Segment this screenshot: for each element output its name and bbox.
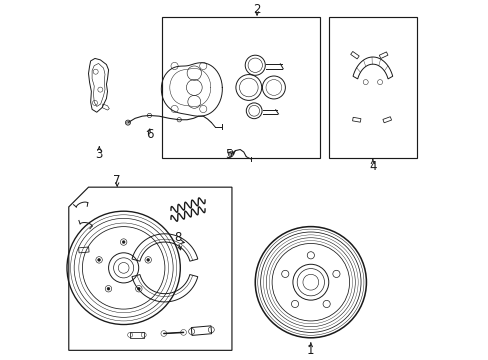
Circle shape — [146, 258, 149, 261]
Bar — [328, 17, 416, 158]
Text: 8: 8 — [174, 231, 182, 244]
Text: 1: 1 — [306, 344, 314, 357]
Bar — [162, 17, 319, 158]
Text: 3: 3 — [95, 148, 103, 161]
Circle shape — [98, 258, 101, 261]
Text: 2: 2 — [253, 3, 260, 16]
Text: 5: 5 — [224, 148, 232, 161]
Circle shape — [137, 287, 140, 290]
Text: 6: 6 — [145, 128, 153, 141]
Text: 4: 4 — [368, 160, 376, 173]
Text: 7: 7 — [113, 174, 121, 187]
Circle shape — [107, 287, 110, 290]
Circle shape — [122, 240, 125, 243]
